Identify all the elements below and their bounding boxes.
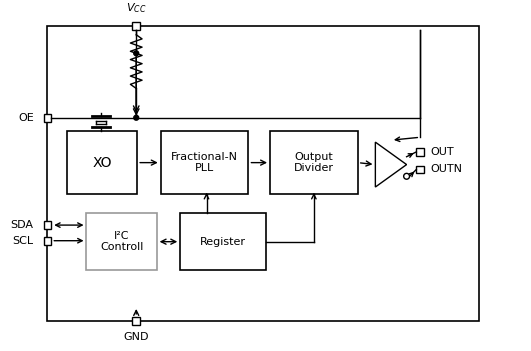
Bar	[416, 148, 424, 156]
Bar	[180, 213, 266, 270]
Bar	[44, 237, 52, 245]
Bar	[161, 131, 249, 194]
Text: I²C
Controll: I²C Controll	[100, 231, 143, 252]
Circle shape	[134, 115, 139, 120]
Text: SDA: SDA	[11, 220, 34, 230]
Text: Output
Divider: Output Divider	[294, 152, 334, 173]
Text: XO: XO	[92, 155, 112, 170]
Text: SCL: SCL	[13, 236, 34, 246]
Bar	[270, 131, 358, 194]
Bar	[44, 114, 52, 122]
Bar	[132, 22, 140, 30]
Bar	[47, 26, 479, 321]
Text: OUT: OUT	[430, 147, 453, 157]
Text: OUTN: OUTN	[430, 165, 462, 174]
Bar	[416, 166, 424, 173]
Bar	[87, 213, 157, 270]
Text: GND: GND	[124, 332, 149, 343]
Text: $V_{CC}$: $V_{CC}$	[126, 1, 147, 15]
Text: OE: OE	[18, 113, 34, 123]
Bar	[132, 317, 140, 325]
Circle shape	[134, 51, 139, 56]
Polygon shape	[375, 142, 407, 187]
Bar	[67, 131, 137, 194]
Circle shape	[404, 173, 409, 179]
Bar	[44, 221, 52, 229]
Text: Register: Register	[200, 237, 246, 247]
Text: Fractional-N
PLL: Fractional-N PLL	[171, 152, 238, 173]
